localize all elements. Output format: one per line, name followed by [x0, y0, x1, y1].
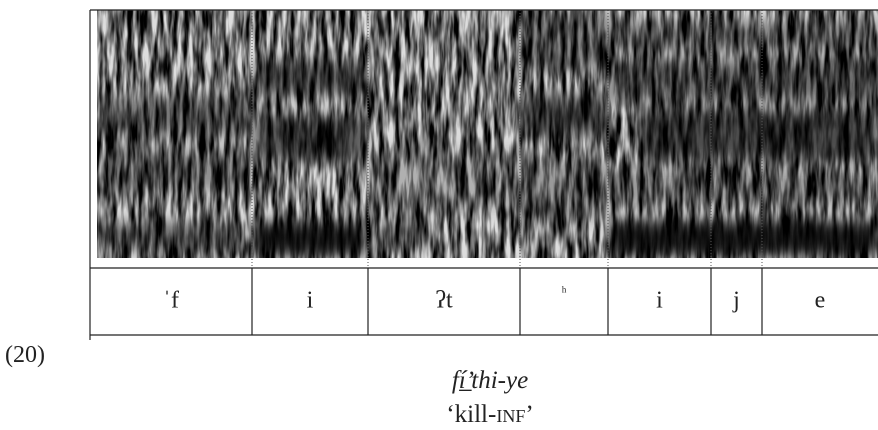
segment-label: ˈf — [163, 288, 179, 314]
spectrogram — [97, 10, 878, 258]
segment-label: j — [732, 288, 740, 314]
segment-label: e — [815, 288, 826, 314]
segment-tier: ˈf i ʔt ʰ i j e — [163, 284, 825, 313]
gloss: ‘kill-inf’ — [446, 401, 533, 428]
gloss-stem: ‘kill- — [446, 401, 496, 428]
boundary-lines — [251, 10, 763, 268]
frame — [89, 9, 878, 340]
segment-label: i — [656, 288, 663, 314]
segment-label: i — [307, 288, 314, 314]
word: fí̲’thi-ye — [452, 367, 528, 394]
gloss-affix: inf — [496, 401, 525, 428]
example-number: (20) — [5, 342, 45, 368]
segment-label: ʰ — [562, 284, 567, 300]
gloss-close: ’ — [525, 401, 533, 428]
segment-label: ʔt — [435, 288, 453, 314]
